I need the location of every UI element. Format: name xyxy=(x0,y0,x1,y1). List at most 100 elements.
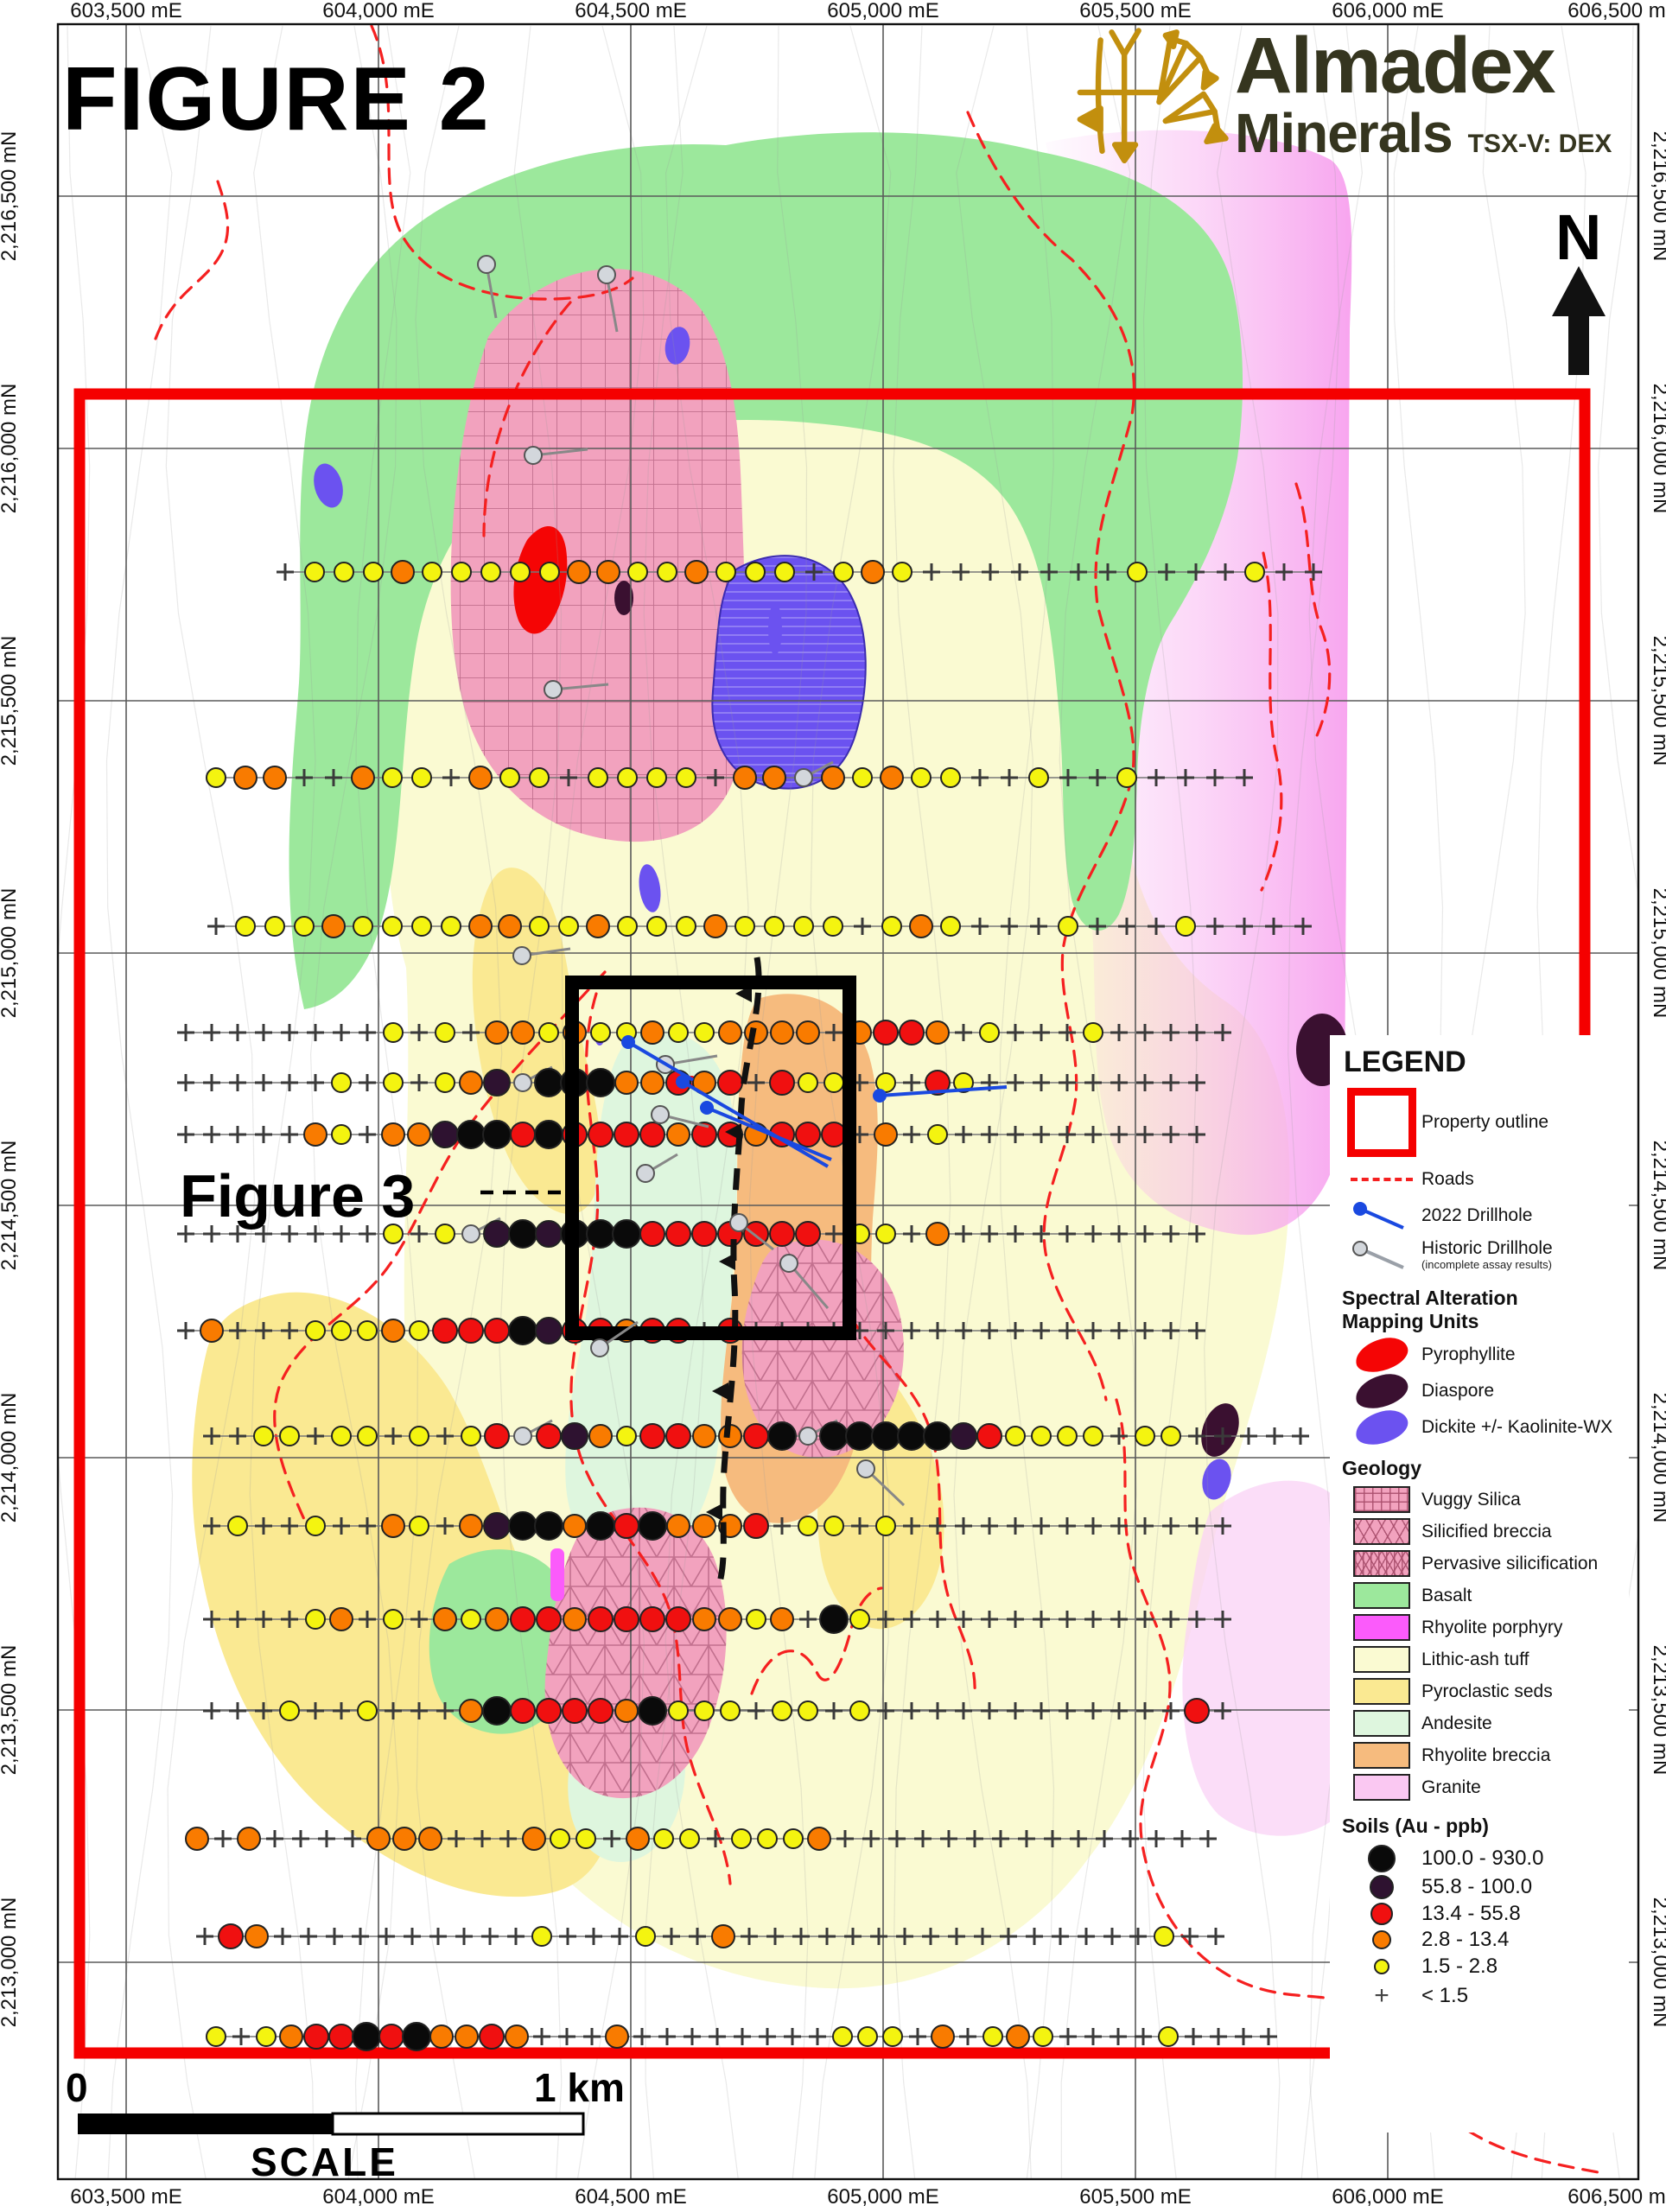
soil-sample-below-detection xyxy=(1059,1225,1076,1243)
road xyxy=(849,1316,976,1695)
geology-swatch xyxy=(1353,1742,1410,1770)
soil-sample-point xyxy=(508,1511,537,1541)
soil-sample-point xyxy=(807,1827,831,1851)
logo-name-line2: Minerals xyxy=(1235,102,1453,164)
legend-label: 1.5 - 2.8 xyxy=(1421,1955,1498,1979)
drillhole-2022-trace xyxy=(681,1080,830,1168)
soil-sample-below-detection xyxy=(1206,769,1224,786)
historic-drillhole-marker xyxy=(512,946,531,965)
soil-sample-below-detection xyxy=(940,1830,957,1847)
soil-sample-point xyxy=(1127,562,1148,582)
soil-sample-below-detection xyxy=(1059,1126,1076,1143)
soil-sample-point xyxy=(923,1421,952,1451)
drillhole-layer xyxy=(477,255,1008,1507)
soil-sample-below-detection xyxy=(844,1928,862,1945)
soil-sample-point xyxy=(717,1070,743,1096)
soil-sample-below-detection xyxy=(1188,1517,1205,1535)
soil-sample-point xyxy=(227,1516,248,1536)
soil-sample-point xyxy=(575,1828,596,1849)
legend-item-geology: Andesite xyxy=(1342,1710,1618,1738)
region-dickite xyxy=(1202,1459,1231,1500)
soil-sample-point xyxy=(206,767,226,788)
soil-sample-point xyxy=(562,1698,588,1724)
soil-sample-point xyxy=(531,1926,552,1947)
soil-sample-below-detection xyxy=(326,1928,343,1945)
soil-sample-below-detection xyxy=(870,1928,887,1945)
soil-sample-point xyxy=(668,1700,689,1721)
figure-title: FIGURE 2 xyxy=(62,49,491,149)
roads-swatch xyxy=(1351,1178,1413,1182)
soil-sample-point xyxy=(976,1423,1002,1449)
northing-label-right: 2,214,000 mN xyxy=(1649,1393,1666,1523)
soil-sample-below-detection xyxy=(1136,1126,1154,1143)
soil-sample-below-detection xyxy=(877,1702,894,1719)
soil-sample-point xyxy=(536,1698,562,1724)
region-dickite xyxy=(639,864,661,912)
soil-sample-point xyxy=(381,1319,405,1343)
contour-line xyxy=(249,25,316,2179)
legend-label: Andesite xyxy=(1421,1713,1492,1733)
geology-swatch xyxy=(1353,1646,1410,1674)
soil-sample-point xyxy=(852,767,873,788)
soil-sample-below-detection xyxy=(825,1702,843,1719)
soil-sample-below-detection xyxy=(1040,563,1058,581)
soil-sample-point xyxy=(892,562,912,582)
soil-sample-below-detection xyxy=(1084,2028,1102,2045)
soil-sample-below-detection xyxy=(1110,1322,1128,1339)
legend-item-roads: Roads xyxy=(1342,1169,1618,1190)
soil-sample-point xyxy=(218,1923,244,1949)
soil-sample-below-detection xyxy=(203,1024,220,1041)
easting-label-bottom: 603,500 mE xyxy=(70,2185,181,2209)
geology-swatch xyxy=(1353,1774,1410,1802)
soil-sample-below-detection xyxy=(203,1517,220,1535)
soil-sample-point xyxy=(627,562,648,582)
soil-sample-below-detection xyxy=(333,1702,350,1719)
soil-sample-below-detection xyxy=(558,2028,575,2045)
legend-item-spectral: Pyrophyllite xyxy=(1342,1333,1618,1376)
soil-sample-below-detection xyxy=(784,2028,801,2045)
northing-label-right: 2,213,500 mN xyxy=(1649,1645,1666,1776)
soil-sample-below-detection xyxy=(1059,1024,1076,1041)
historic-drillhole-marker xyxy=(477,255,496,274)
soil-sample-point xyxy=(665,1423,691,1449)
soil-sample-below-detection xyxy=(281,1517,298,1535)
soil-sample-below-detection xyxy=(971,918,989,935)
soil-sample-point xyxy=(237,1827,261,1851)
soil-sample-below-detection xyxy=(203,1225,220,1243)
soil-sample-point xyxy=(1083,1426,1103,1446)
scale-km-label: 1 km xyxy=(534,2065,625,2110)
soil-sample-point xyxy=(418,1827,442,1851)
soil-sample-point xyxy=(616,1426,637,1446)
legend-item-geology: Vuggy Silica xyxy=(1342,1486,1618,1514)
soil-sample-below-detection xyxy=(909,2028,926,2045)
easting-label-top: 605,500 mE xyxy=(1079,0,1191,22)
northing-label-left: 2,215,000 mN xyxy=(0,888,21,1019)
soil-sample-point xyxy=(873,1020,899,1046)
soil-sample-point xyxy=(679,1828,700,1849)
soil-sample-point xyxy=(550,1828,570,1849)
soil-sample-below-detection xyxy=(952,563,970,581)
soil-sample-point xyxy=(586,1219,615,1249)
soil-sample-below-detection xyxy=(1110,1427,1128,1445)
soil-sample-below-detection xyxy=(1110,1225,1128,1243)
soil-sample-point xyxy=(795,1221,821,1247)
soil-sample-below-detection xyxy=(300,1928,317,1945)
soil-sample-point xyxy=(458,1318,484,1344)
soil-sample-below-detection xyxy=(929,1517,946,1535)
soil-sample-below-detection xyxy=(229,1427,246,1445)
legend-item-soil-class: 13.4 - 55.8 xyxy=(1342,1902,1618,1926)
soil-sample-below-detection xyxy=(1188,1225,1205,1243)
legend-label: Rhyolite porphyry xyxy=(1421,1617,1563,1637)
soil-sample-point xyxy=(733,766,757,790)
soil-sample-below-detection xyxy=(307,1225,324,1243)
soil-sample-point xyxy=(795,1122,821,1147)
soil-sample-point xyxy=(485,1020,509,1045)
soil-sample-below-detection xyxy=(734,2028,751,2045)
soil-sample-point xyxy=(538,1022,559,1043)
historic-drillhole-trace xyxy=(787,1262,830,1309)
soil-sample-below-detection xyxy=(318,1830,335,1847)
soil-sample-below-detection xyxy=(410,1611,428,1628)
soil-sample-below-detection xyxy=(1135,2028,1152,2045)
soil-sample-point xyxy=(692,1607,716,1631)
soil-sample-below-detection xyxy=(229,1322,246,1339)
